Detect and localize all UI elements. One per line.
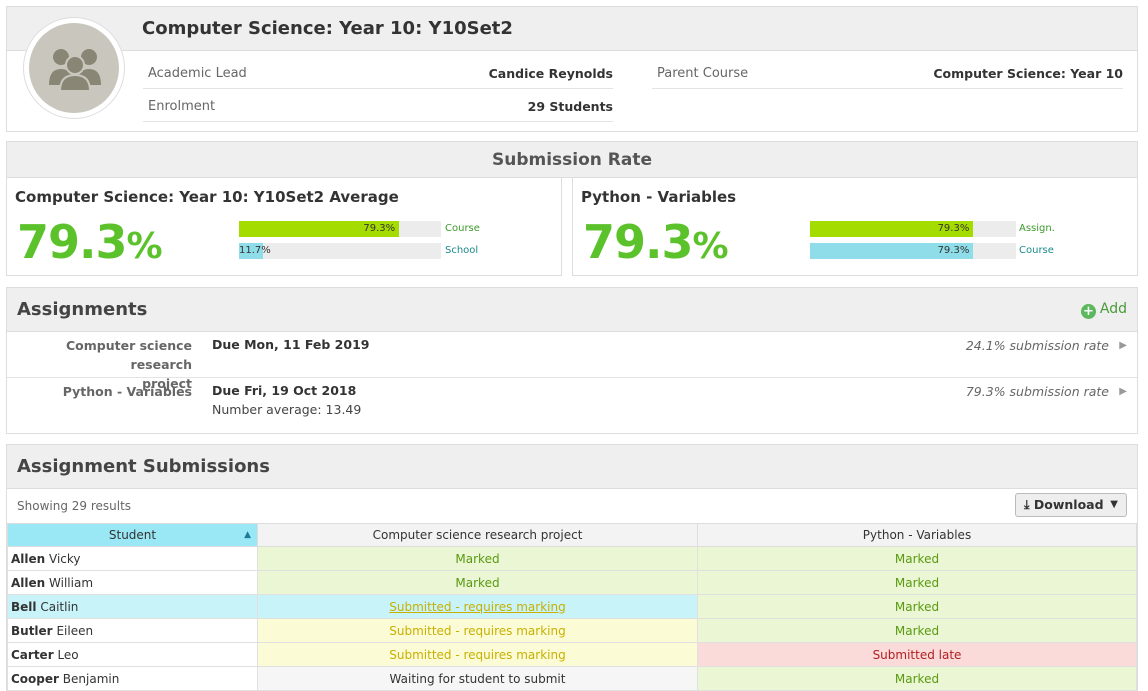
submissions-table: Student ▲ Computer science research proje… [7, 523, 1137, 691]
course-rate-bar: 79.3% [239, 221, 441, 237]
school-rate-bar-fill: 11.7% [239, 243, 271, 259]
assign-course-rate-bar-label: Course [1019, 245, 1054, 256]
table-row: Allen Vicky Marked Marked [7, 546, 1137, 571]
student-name[interactable]: Carter Leo [7, 642, 258, 667]
download-button[interactable]: ⤓ Download ▼ [1015, 493, 1127, 517]
assignment-due-date: Due Mon, 11 Feb 2019 [212, 337, 370, 352]
course-rate-bar-fill: 79.3% [239, 221, 400, 237]
submission-status[interactable]: Marked [257, 546, 698, 571]
submission-status[interactable]: Marked [697, 570, 1137, 595]
assign-course-rate-bar: 79.3% [810, 243, 1016, 259]
submissions-title: Assignment Submissions [17, 456, 270, 477]
class-avatar [23, 17, 125, 119]
assign-course-rate-bar-fill: 79.3% [810, 243, 974, 259]
download-icon: ⤓ [1024, 497, 1030, 512]
course-average-rate-box: Computer Science: Year 10: Y10Set2 Avera… [6, 177, 562, 276]
column-header-python-variables[interactable]: Python - Variables [697, 523, 1137, 547]
submission-status[interactable]: Marked [697, 618, 1137, 643]
assign-rate-bar-label: Assign. [1019, 223, 1055, 234]
submission-rate-heading: Submission Rate [6, 141, 1138, 178]
caret-down-icon: ▼ [1110, 499, 1118, 510]
table-row: Butler Eileen Submitted - requires marki… [7, 618, 1137, 643]
student-name[interactable]: Allen Vicky [7, 546, 258, 571]
table-row: Bell Caitlin Submitted - requires markin… [7, 594, 1137, 619]
submission-status-link[interactable]: Submitted - requires marking [257, 594, 698, 619]
add-assignment-button[interactable]: + Add [1080, 301, 1127, 319]
parent-course-row: Parent Course Computer Science: Year 10 [652, 56, 1123, 89]
table-row: Cooper Benjamin Waiting for student to s… [7, 666, 1137, 691]
enrolment-label: Enrolment [148, 99, 216, 114]
student-name[interactable]: Bell Caitlin [7, 594, 258, 619]
student-name[interactable]: Butler Eileen [7, 618, 258, 643]
column-header-student[interactable]: Student ▲ [7, 523, 258, 547]
plus-circle-icon: + [1080, 304, 1096, 319]
assignment-big-value: 79.3% [583, 215, 729, 269]
assignments-header: Assignments + Add [7, 288, 1137, 332]
academic-lead-row: Academic Lead Candice Reynolds [143, 56, 613, 89]
academic-lead-value: Candice Reynolds [488, 66, 613, 81]
page-title: Computer Science: Year 10: Y10Set2 [142, 18, 513, 39]
submission-status[interactable]: Submitted - requires marking [257, 618, 698, 643]
submission-status[interactable]: Marked [697, 594, 1137, 619]
assignments-title: Assignments [17, 299, 148, 320]
submission-status[interactable]: Marked [697, 546, 1137, 571]
table-row: Allen William Marked Marked [7, 570, 1137, 595]
assignments-panel: Assignments + Add Computer science resear… [6, 287, 1138, 434]
student-name[interactable]: Allen William [7, 570, 258, 595]
assignment-name[interactable]: Computer science research project [65, 338, 192, 391]
assign-rate-bar: 79.3% [810, 221, 1016, 237]
assign-rate-bar-fill: 79.3% [810, 221, 974, 237]
assignment-submission-rate: 24.1% submission rate [965, 338, 1109, 353]
expand-arrow-icon[interactable]: ▶ [1119, 340, 1127, 351]
assignment-row[interactable]: Computer science research project Due Mo… [7, 332, 1137, 391]
enrolment-value: 29 Students [527, 99, 613, 114]
submission-status[interactable]: Marked [697, 666, 1137, 691]
assignment-number-average: Number average: 13.49 [212, 402, 362, 417]
course-average-big-value: 79.3% [17, 215, 163, 269]
submissions-panel: Assignment Submissions Showing 29 result… [6, 444, 1138, 691]
assignment-row[interactable]: Python - Variables Due Fri, 19 Oct 2018 … [7, 378, 1137, 434]
submission-status[interactable]: Submitted late [697, 642, 1137, 667]
sort-up-icon: ▲ [244, 530, 251, 540]
submission-status[interactable]: Marked [257, 570, 698, 595]
expand-arrow-icon[interactable]: ▶ [1119, 386, 1127, 397]
assignment-due-date: Due Fri, 19 Oct 2018 [212, 383, 357, 398]
submissions-header: Assignment Submissions [7, 445, 1137, 489]
course-header-panel: Computer Science: Year 10: Y10Set2 Acade… [6, 6, 1138, 132]
school-rate-bar: 11.7% [239, 243, 441, 259]
enrolment-row: Enrolment 29 Students [143, 89, 613, 122]
group-icon [49, 49, 101, 91]
academic-lead-label: Academic Lead [148, 66, 247, 81]
assignment-rate-title: Python - Variables [581, 188, 737, 206]
course-header-bar [7, 7, 1137, 51]
student-name[interactable]: Cooper Benjamin [7, 666, 258, 691]
assignment-name[interactable]: Python - Variables [62, 384, 192, 399]
course-rate-bar-label: Course [445, 223, 480, 234]
parent-course-label: Parent Course [657, 66, 749, 81]
submission-status[interactable]: Submitted - requires marking [257, 642, 698, 667]
submission-status[interactable]: Waiting for student to submit [257, 666, 698, 691]
course-average-title: Computer Science: Year 10: Y10Set2 Avera… [15, 188, 399, 206]
parent-course-value: Computer Science: Year 10 [933, 66, 1123, 81]
column-header-research-project[interactable]: Computer science research project [257, 523, 698, 547]
results-count: Showing 29 results [17, 499, 132, 513]
table-row: Carter Leo Submitted - requires marking … [7, 642, 1137, 667]
assignment-submission-rate: 79.3% submission rate [965, 384, 1109, 399]
assignment-rate-box: Python - Variables 79.3% 79.3% Assign. 7… [572, 177, 1138, 276]
school-rate-bar-label: School [445, 245, 479, 256]
